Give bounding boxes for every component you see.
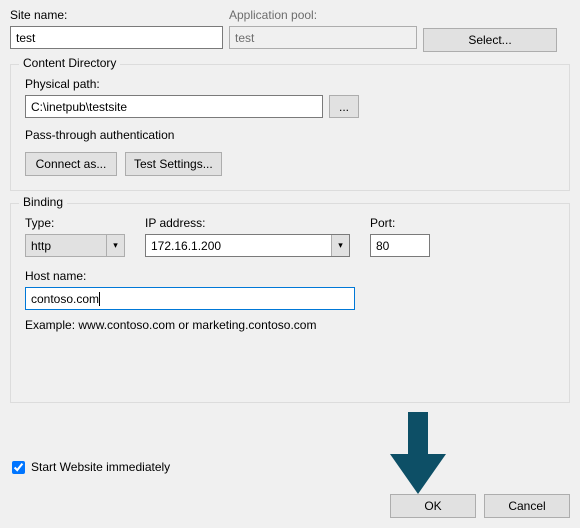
type-label: Type:	[25, 216, 125, 230]
connect-as-button[interactable]: Connect as...	[25, 152, 117, 176]
browse-button[interactable]: ...	[329, 95, 359, 118]
content-directory-legend: Content Directory	[19, 56, 120, 70]
ip-address-label: IP address:	[145, 216, 350, 230]
binding-group: Binding Type: http ▾ IP address: ▾ Port:	[10, 203, 570, 403]
add-website-dialog: Site name: Application pool: Select... C…	[0, 0, 580, 528]
app-pool-input	[229, 26, 417, 49]
physical-path-label: Physical path:	[25, 77, 323, 91]
start-immediately-checkbox[interactable]	[12, 461, 25, 474]
content-directory-group: Content Directory Physical path: ... Pas…	[10, 64, 570, 191]
app-pool-label: Application pool:	[229, 8, 417, 22]
test-settings-button[interactable]: Test Settings...	[125, 152, 222, 176]
physical-path-input[interactable]	[25, 95, 323, 118]
passthrough-label: Pass-through authentication	[25, 128, 174, 142]
ip-address-combo[interactable]	[145, 234, 350, 257]
dialog-footer: OK Cancel	[390, 494, 570, 518]
type-combo[interactable]: http	[25, 234, 125, 257]
host-name-input[interactable]: contoso.com	[25, 287, 355, 310]
text-caret-icon	[99, 292, 100, 306]
start-immediately-label: Start Website immediately	[31, 460, 170, 474]
site-name-input[interactable]	[10, 26, 223, 49]
port-input[interactable]	[370, 234, 430, 257]
select-app-pool-button[interactable]: Select...	[423, 28, 557, 52]
site-name-label: Site name:	[10, 8, 223, 22]
pointer-arrow-icon	[390, 412, 446, 494]
port-label: Port:	[370, 216, 430, 230]
host-name-label: Host name:	[25, 269, 355, 283]
host-name-example: Example: www.contoso.com or marketing.co…	[25, 318, 316, 332]
binding-legend: Binding	[19, 195, 67, 209]
top-row: Site name: Application pool: Select...	[10, 8, 570, 52]
ok-button[interactable]: OK	[390, 494, 476, 518]
host-name-value: contoso.com	[31, 292, 99, 306]
cancel-button[interactable]: Cancel	[484, 494, 570, 518]
